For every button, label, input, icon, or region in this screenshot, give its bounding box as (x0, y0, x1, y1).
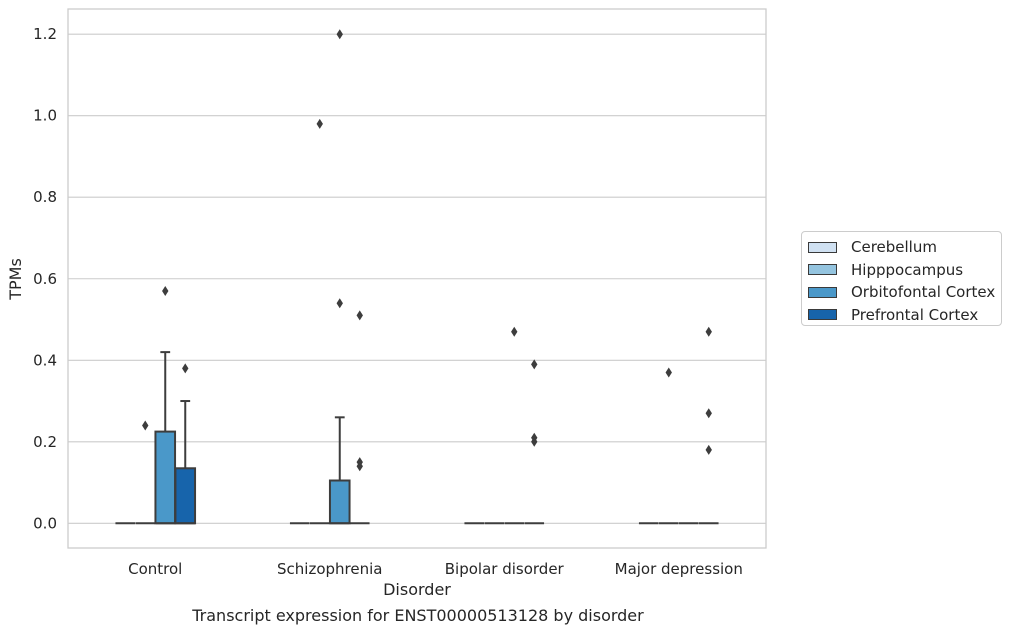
legend-label: Prefrontal Cortex (851, 305, 979, 324)
plot-frame (67, 8, 767, 549)
x-tick-label: Bipolar disorder (445, 560, 565, 578)
box-body (174, 467, 197, 525)
legend-item: Cerebellum (808, 236, 1001, 259)
y-tick-label: 1.0 (33, 107, 57, 125)
legend-label: Cerebellum (851, 238, 937, 257)
outlier-point (705, 444, 712, 455)
box-hipppocampus (309, 118, 330, 525)
y-tick-label: 0.6 (33, 270, 57, 288)
x-tick-labels: Control Schizophrenia Bipolar disorder Majo… (128, 560, 743, 578)
outlier-point (336, 298, 343, 309)
box-body (154, 430, 177, 525)
legend-swatch (808, 309, 837, 321)
y-tick-labels: 0.0 0.2 0.4 0.6 0.8 1.0 1.2 (33, 25, 57, 532)
outlier-point (162, 285, 169, 296)
legend-swatch (808, 286, 837, 298)
box-hipppocampus (135, 420, 156, 525)
box-prefrontal-cortex (349, 310, 370, 525)
outlier-point (705, 326, 712, 337)
outlier-point (531, 436, 538, 447)
y-tick-label: 0.4 (33, 351, 57, 369)
legend-item: Orbitofontal Cortex (808, 281, 1001, 304)
legend-label: Hipppocampus (851, 260, 964, 279)
chart-caption: Transcript expression for ENST0000051312… (192, 606, 644, 625)
outlier-point (665, 367, 672, 378)
x-tick-label: Schizophrenia (277, 560, 382, 578)
x-tick-label: Control (128, 560, 182, 578)
outlier-point (356, 310, 363, 321)
legend-swatch (808, 241, 837, 253)
y-tick-label: 0.8 (33, 188, 57, 206)
outlier-point (511, 326, 518, 337)
y-tick-label: 1.2 (33, 25, 57, 43)
box-orbitofontal-cortex (328, 29, 351, 525)
boxes (115, 29, 719, 525)
outlier-point (336, 29, 343, 40)
legend: Cerebellum Hipppocampus Orbitofontal Corte… (801, 231, 1002, 326)
y-axis-label: TPMs (6, 258, 25, 301)
x-axis-label: Disorder (383, 580, 451, 599)
x-tick-label: Major depression (615, 560, 743, 578)
legend-swatch (808, 264, 837, 276)
legend-item: Prefrontal Cortex (808, 304, 1001, 327)
y-tick-label: 0.0 (33, 514, 57, 532)
outlier-point (182, 363, 189, 374)
box-prefrontal-cortex (524, 359, 545, 525)
box-prefrontal-cortex (698, 326, 719, 525)
legend-label: Orbitofontal Cortex (851, 283, 996, 302)
box-body (328, 479, 351, 525)
outlier-point (705, 408, 712, 419)
box-orbitofontal-cortex (504, 326, 525, 525)
outlier-point (142, 420, 149, 431)
legend-item: Hipppocampus (808, 259, 1001, 282)
box-prefrontal-cortex (174, 363, 197, 525)
outlier-point (356, 461, 363, 472)
outlier-point (316, 118, 323, 129)
outlier-point (531, 359, 538, 370)
y-tick-label: 0.2 (33, 433, 57, 451)
box-hipppocampus (658, 367, 679, 525)
box-orbitofontal-cortex (154, 285, 177, 525)
